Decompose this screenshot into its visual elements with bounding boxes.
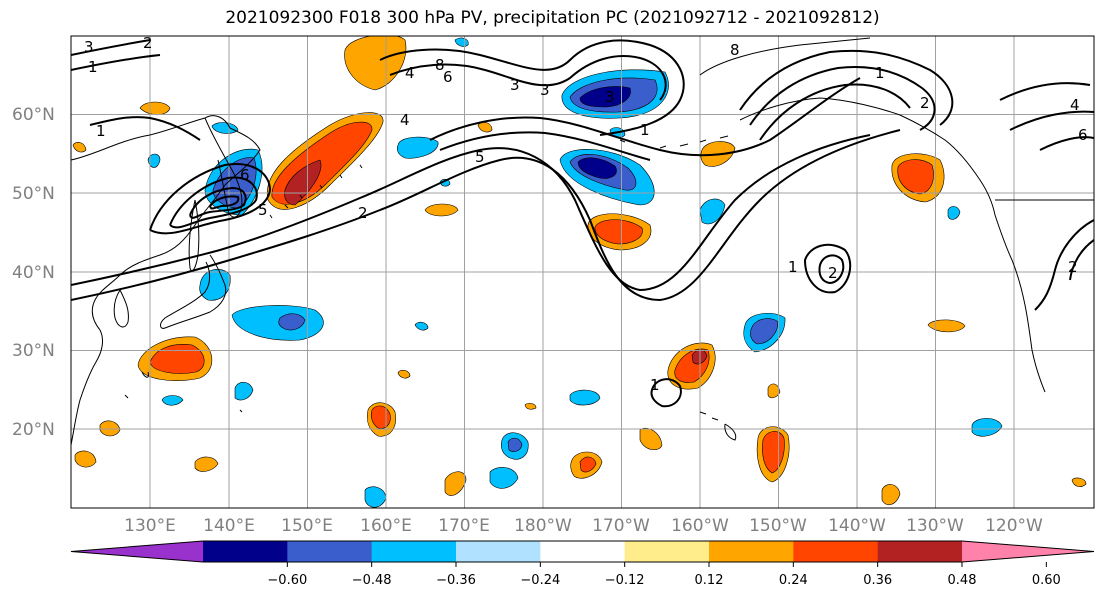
lon-label: 160°W xyxy=(671,516,729,536)
contour-label: 6 xyxy=(240,166,250,184)
colorbar-extend-high xyxy=(962,541,1094,562)
colorbar: −0.60 −0.48 −0.36 −0.24 −0.12 0.12 0.24 0.36 0.4… xyxy=(70,540,1095,588)
contour-label: 4 xyxy=(400,111,410,129)
contour-label: 1 xyxy=(875,64,885,82)
colorbar-ticks: −0.60 −0.48 −0.36 −0.24 −0.12 0.12 0.24 0.36 0.4… xyxy=(267,562,1061,588)
map-frame xyxy=(70,35,1095,509)
lat-label: 60°N xyxy=(12,105,55,125)
contour-label: 2 xyxy=(1068,258,1078,276)
lon-label: 130°E xyxy=(124,516,176,536)
contour-label: 5 xyxy=(258,201,268,219)
lon-label: 160°E xyxy=(360,516,412,536)
contour-label: 8 xyxy=(435,56,445,74)
contour-label: 8 xyxy=(730,41,740,59)
contour-label: 2 xyxy=(920,94,930,112)
lon-label: 130°W xyxy=(906,516,964,536)
colorbar-segment xyxy=(456,541,541,562)
colorbar-tick-label: 0.12 xyxy=(695,573,724,588)
lat-label: 40°N xyxy=(12,263,55,283)
colorbar-tick-label: 0.48 xyxy=(948,573,977,588)
contour-label: 4 xyxy=(405,64,415,82)
lat-label: 50°N xyxy=(12,184,55,204)
lon-label: 180°W xyxy=(514,516,572,536)
contour-label: 1 xyxy=(96,122,106,140)
contour-label: 3 xyxy=(84,38,94,56)
lon-labels: 130°E 140°E 150°E 160°E 170°E 180°W 170°… xyxy=(124,516,1043,536)
contour-label: 6 xyxy=(1078,126,1088,144)
colorbar-extend-low xyxy=(71,541,203,562)
pv-contours xyxy=(71,39,1094,408)
contour-label: 6 xyxy=(443,68,453,86)
pv-contour-labels: 3 2 1 1 8 4 6 5 3 2 1 6 5 4 3 2 1 2 1 2 … xyxy=(84,34,1088,394)
map-title: 2021092300 F018 300 hPa PV, precipitatio… xyxy=(225,8,880,28)
contour-label: 1 xyxy=(788,258,798,276)
lon-label: 170°E xyxy=(438,516,490,536)
colorbar-outline xyxy=(70,540,1095,563)
contour-label: 3 xyxy=(540,81,550,99)
colorbar-segments xyxy=(70,540,1095,563)
contour-label: 2 xyxy=(828,264,838,282)
colorbar-tick-label: −0.60 xyxy=(267,573,307,588)
lat-label: 30°N xyxy=(12,341,55,361)
contour-label: 2 xyxy=(143,34,153,52)
colorbar-tick-label: 0.60 xyxy=(1032,573,1061,588)
colorbar-segment xyxy=(709,541,794,562)
colorbar-segment xyxy=(793,541,879,562)
colorbar-tick-label: 0.24 xyxy=(779,573,808,588)
graticule xyxy=(71,36,1094,508)
lon-label: 140°E xyxy=(203,516,255,536)
colorbar-segment xyxy=(624,541,710,562)
lat-label: 20°N xyxy=(12,420,55,440)
lon-label: 170°W xyxy=(592,516,650,536)
lon-label: 150°E xyxy=(281,516,333,536)
lon-label: 140°W xyxy=(828,516,886,536)
contour-label: 3 xyxy=(605,88,615,106)
contour-label: 1 xyxy=(640,121,650,139)
colorbar-segment xyxy=(287,541,373,562)
contour-label: 5 xyxy=(475,148,485,166)
colorbar-segment xyxy=(877,541,963,562)
colorbar-tick-label: 0.36 xyxy=(863,573,892,588)
colorbar-segment xyxy=(371,541,457,562)
contour-label: 3 xyxy=(510,76,520,94)
contour-label: 4 xyxy=(1070,96,1080,114)
colorbar-segment xyxy=(203,541,288,562)
colorbar-tick-label: −0.24 xyxy=(520,573,560,588)
coastlines xyxy=(71,37,1094,446)
contour-label: 1 xyxy=(88,58,98,76)
colorbar-segment xyxy=(540,541,626,562)
contour-label: 2 xyxy=(358,204,368,222)
colorbar-tick-label: −0.36 xyxy=(436,573,476,588)
colorbar-tick-label: −0.48 xyxy=(352,573,392,588)
colorbar-tick-label: −0.12 xyxy=(605,573,645,588)
lon-label: 120°W xyxy=(985,516,1043,536)
contour-label: 1 xyxy=(650,376,660,394)
lon-label: 150°W xyxy=(749,516,807,536)
lat-labels: 60°N 50°N 40°N 30°N 20°N xyxy=(12,105,55,440)
